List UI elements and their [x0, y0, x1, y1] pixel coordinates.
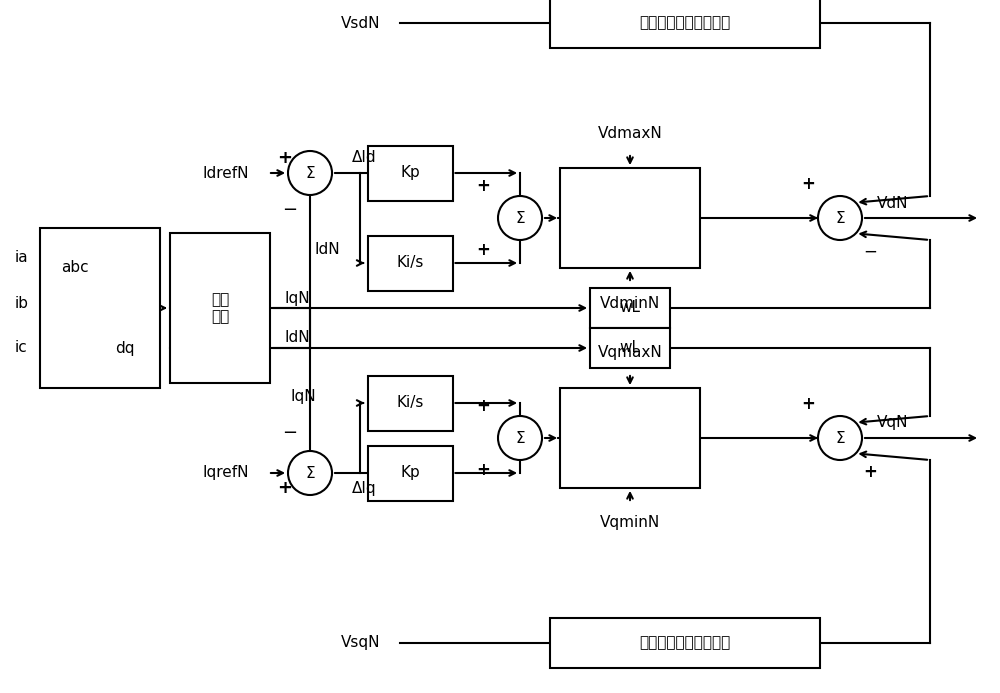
- Text: VsqN: VsqN: [340, 635, 380, 651]
- Text: Ki/s: Ki/s: [396, 396, 424, 410]
- Bar: [368, 446, 452, 500]
- Text: VqminN: VqminN: [600, 516, 660, 531]
- Text: VsdN: VsdN: [340, 15, 380, 30]
- Text: $\Sigma$: $\Sigma$: [515, 430, 525, 446]
- Bar: [560, 168, 700, 268]
- Text: +: +: [476, 177, 490, 195]
- Text: VdmaxN: VdmaxN: [598, 125, 662, 141]
- Text: 负序
提取: 负序 提取: [211, 292, 229, 324]
- Text: dq: dq: [115, 340, 135, 356]
- Circle shape: [288, 451, 332, 495]
- Text: ic: ic: [15, 340, 28, 356]
- Bar: [550, 618, 820, 668]
- Text: +: +: [801, 395, 815, 413]
- Text: $\Sigma$: $\Sigma$: [305, 465, 315, 481]
- Bar: [368, 376, 452, 430]
- Text: VqN: VqN: [877, 416, 908, 430]
- Text: +: +: [278, 479, 292, 497]
- Bar: [560, 388, 700, 488]
- Text: IdN: IdN: [315, 243, 341, 258]
- Bar: [590, 288, 670, 328]
- Text: $\Sigma$: $\Sigma$: [305, 165, 315, 181]
- Bar: [40, 228, 160, 388]
- Text: 虚拟电网自适应滤波器: 虚拟电网自适应滤波器: [639, 635, 731, 651]
- Text: Kp: Kp: [400, 466, 420, 480]
- Bar: [368, 146, 452, 200]
- Text: +: +: [801, 175, 815, 193]
- Text: +: +: [476, 241, 490, 259]
- Text: +: +: [278, 149, 292, 167]
- Circle shape: [818, 416, 862, 460]
- Bar: [550, 0, 820, 48]
- Circle shape: [498, 196, 542, 240]
- Text: +: +: [863, 463, 877, 481]
- Text: wL: wL: [620, 301, 640, 315]
- Text: −: −: [863, 243, 877, 261]
- Text: +: +: [476, 461, 490, 479]
- Text: ΔIq: ΔIq: [352, 480, 377, 495]
- Text: VdN: VdN: [877, 195, 908, 211]
- Text: VqmaxN: VqmaxN: [598, 346, 662, 360]
- Text: Ki/s: Ki/s: [396, 256, 424, 270]
- Text: IdrefN: IdrefN: [203, 166, 250, 180]
- Text: ib: ib: [15, 295, 29, 310]
- Text: −: −: [282, 201, 298, 219]
- Text: IdN: IdN: [285, 331, 311, 346]
- Bar: [170, 233, 270, 383]
- Text: IqN: IqN: [290, 389, 316, 403]
- Text: $\Sigma$: $\Sigma$: [835, 210, 845, 226]
- Bar: [368, 236, 452, 290]
- Text: IqrefN: IqrefN: [203, 466, 250, 480]
- Text: IqN: IqN: [285, 290, 311, 306]
- Text: ia: ia: [15, 250, 29, 265]
- Text: VdminN: VdminN: [600, 295, 660, 310]
- Text: $\Sigma$: $\Sigma$: [835, 430, 845, 446]
- Circle shape: [498, 416, 542, 460]
- Text: wL: wL: [620, 340, 640, 356]
- Text: −: −: [282, 424, 298, 442]
- Text: +: +: [476, 397, 490, 415]
- Circle shape: [818, 196, 862, 240]
- Text: Kp: Kp: [400, 166, 420, 180]
- Text: abc: abc: [61, 261, 89, 276]
- Text: $\Sigma$: $\Sigma$: [515, 210, 525, 226]
- Text: ΔId: ΔId: [352, 150, 377, 166]
- Bar: [590, 328, 670, 368]
- Text: 虚拟电网自适应滤波器: 虚拟电网自适应滤波器: [639, 15, 731, 30]
- Circle shape: [288, 151, 332, 195]
